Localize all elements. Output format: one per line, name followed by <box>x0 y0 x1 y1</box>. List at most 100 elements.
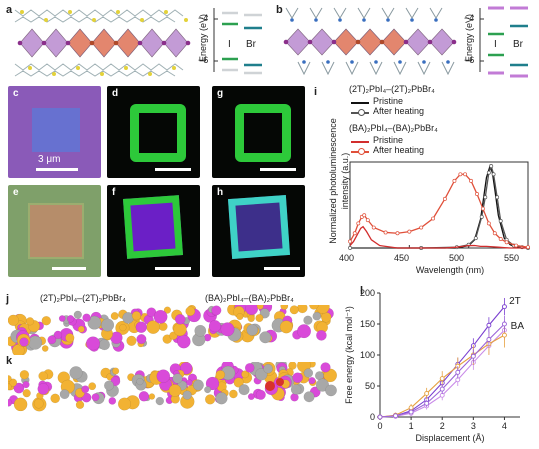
atom-92 <box>136 334 147 345</box>
chart-l-xtick-label-2: 2 <box>440 421 445 431</box>
atom-40 <box>303 315 313 325</box>
atom-156 <box>37 383 50 395</box>
chart-i-point-3-23 <box>514 243 519 248</box>
panel-label-i: i <box>314 86 318 98</box>
crystal-structure-a <box>14 9 191 77</box>
chart-l-xtick-label-1: 1 <box>409 421 414 431</box>
chart-i-point-3-11 <box>431 216 436 221</box>
chart-i-series-3 <box>349 173 529 248</box>
atom-72 <box>163 306 172 314</box>
atom-150 <box>25 317 35 326</box>
atom-152 <box>8 398 13 407</box>
atom-121 <box>290 384 302 395</box>
chart-i-point-3-16 <box>469 178 473 183</box>
energy-b-tick-1: −4 <box>464 13 475 23</box>
chart-i-point-3-4 <box>362 213 367 218</box>
atom-168 <box>215 369 226 380</box>
atom-23 <box>11 344 25 355</box>
atom-43 <box>303 391 315 403</box>
energy-b-label-i: I <box>494 39 497 50</box>
chart-l-point-2-4 <box>439 376 445 382</box>
micrograph-h-ring <box>227 195 291 259</box>
chart-l-point-2-8 <box>501 332 507 338</box>
atom-151 <box>176 334 191 349</box>
micrograph-f: f <box>107 185 200 277</box>
energy-b-tick-2: −6 <box>464 55 475 65</box>
energy-a-tick-1: −4 <box>198 13 209 23</box>
atom-123 <box>22 380 30 389</box>
atom-166 <box>244 363 255 373</box>
chart-l-point-3-8 <box>501 321 507 327</box>
chart-l-series-3 <box>379 323 505 418</box>
panel-label-c: c <box>13 88 19 99</box>
chart-i-series-1 <box>350 163 529 249</box>
chart-l-point-3-4 <box>439 386 445 392</box>
legend-entry-ba-heated: After heating <box>349 145 499 157</box>
chart-i-point-3-21 <box>498 237 503 241</box>
energy-a-label-i: I <box>228 39 231 50</box>
panel-label-b: b <box>276 4 283 16</box>
atom-160 <box>103 380 115 391</box>
chart-i-frame <box>349 161 529 249</box>
atom-157 <box>246 324 259 336</box>
atom-4 <box>22 389 31 398</box>
atom-167 <box>172 373 183 384</box>
atom-163 <box>215 392 228 405</box>
micrograph-d: d <box>107 86 200 178</box>
atom-153 <box>58 315 66 322</box>
atom-133 <box>119 323 127 332</box>
atom-highlight-1 <box>265 381 275 391</box>
panel-label-k: k <box>6 355 13 367</box>
atom-157 <box>13 397 28 412</box>
atom-100 <box>289 305 299 315</box>
chart-i-point-1-10 <box>495 195 500 200</box>
chart-l-series-0 <box>379 306 505 418</box>
chart-l-xlabel: Displacement (Å) <box>415 433 484 443</box>
atom-161 <box>174 313 186 325</box>
atom-16 <box>50 393 61 404</box>
energy-diagram-a: Energy (eV) −4 −6 I Br <box>190 2 270 82</box>
atom-29 <box>288 362 297 370</box>
panel-label-l: l <box>360 285 364 297</box>
chart-i-point-3-12 <box>442 196 447 201</box>
legend-label-2t-pristine: Pristine <box>373 96 404 106</box>
atom-147 <box>156 369 171 384</box>
scale-bar-d <box>155 168 191 171</box>
atom-148 <box>126 335 137 346</box>
atom-89 <box>135 321 148 333</box>
legend-title-ba: (BA)₂PbI₄–(BA)₂PbBr₄ <box>349 123 438 133</box>
atom-127 <box>238 384 250 396</box>
atom-60 <box>138 391 150 402</box>
scale-bar-e <box>52 267 86 270</box>
legend-entry-2t-heated: After heating <box>349 106 499 118</box>
atom-78 <box>296 324 312 339</box>
atom-161 <box>292 372 303 384</box>
atom-64 <box>8 378 18 387</box>
crystal-structure-b <box>283 7 457 76</box>
micrograph-d-ring <box>130 104 186 162</box>
chart-l-ytick-label-4: 200 <box>360 288 375 298</box>
atom-45 <box>13 382 25 394</box>
organic-spacers-a <box>14 9 184 77</box>
panel-label-d: d <box>112 88 119 99</box>
atom-84 <box>241 370 250 379</box>
chart-i-point-3-24 <box>526 245 530 250</box>
atom-137 <box>75 400 85 410</box>
atom-highlight-2 <box>276 378 284 386</box>
legend-label-ba-heated: After heating <box>373 145 425 155</box>
panel-label-a: a <box>6 4 13 16</box>
atom-160 <box>47 335 57 345</box>
atom-164 <box>186 379 193 386</box>
atom-139 <box>205 376 220 391</box>
chart-l-point-3-2 <box>408 409 414 415</box>
atom-136 <box>69 366 83 380</box>
atom-146 <box>28 335 43 350</box>
legend-entry-ba-pristine: Pristine <box>349 135 499 147</box>
atom-72 <box>88 382 97 391</box>
chart-l-point-3-5 <box>455 369 461 375</box>
micrograph-f-ring <box>122 195 184 259</box>
atom-152 <box>101 318 115 332</box>
atom-130 <box>303 368 314 378</box>
atom-164 <box>211 305 222 316</box>
md-snapshot-k <box>8 362 338 412</box>
